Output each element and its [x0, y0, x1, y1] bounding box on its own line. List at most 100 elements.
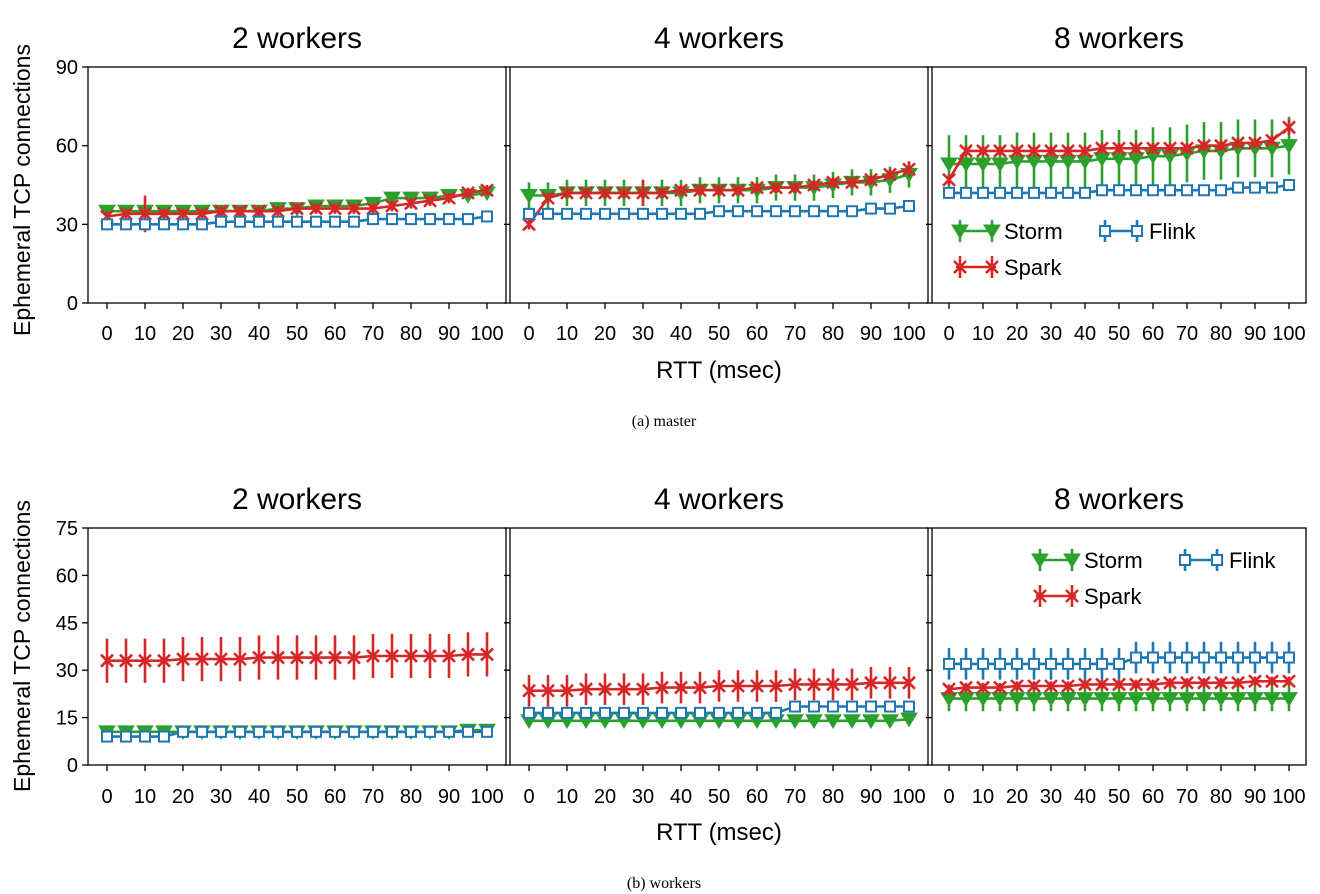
data-point	[864, 172, 878, 187]
data-point	[731, 679, 745, 693]
x-tick-label: 60	[746, 323, 768, 345]
panel-4-workers: 4 workers 0 10 20 30 40 50 60 70 80 90 100	[504, 22, 929, 345]
data-point	[461, 185, 475, 200]
x-tick-label: 40	[248, 786, 270, 808]
data-point	[637, 207, 649, 220]
data-point	[367, 213, 379, 226]
data-point	[674, 183, 688, 198]
legend-marker	[1063, 553, 1081, 569]
data-point	[1249, 651, 1261, 664]
data-point	[1078, 143, 1092, 158]
data-point	[957, 157, 975, 173]
data-point	[1044, 143, 1058, 158]
x-tick-label: 50	[708, 323, 730, 345]
data-point	[139, 218, 151, 231]
data-point	[101, 218, 113, 231]
legend-marker	[1099, 225, 1111, 237]
data-point	[883, 167, 897, 182]
legend-marker	[951, 224, 969, 240]
data-point	[656, 207, 668, 220]
panel-title: 2 workers	[232, 22, 362, 55]
data-point	[1130, 184, 1142, 197]
series-flink	[943, 641, 1295, 680]
data-point	[903, 700, 915, 713]
data-point	[347, 201, 361, 216]
data-point	[655, 185, 669, 200]
data-point	[883, 675, 897, 690]
data-point	[1062, 657, 1074, 670]
x-tick-label: 100	[892, 786, 925, 808]
x-tick-label: 70	[362, 323, 384, 345]
data-point	[1231, 136, 1245, 150]
data-point	[120, 218, 132, 231]
chart-row-master: Ephemeral TCP connections 2 workers 0 30 60 9…	[9, 22, 1307, 430]
data-point	[1215, 184, 1227, 197]
x-tick-label: 60	[324, 323, 346, 345]
data-point	[712, 183, 726, 198]
data-point	[1028, 657, 1040, 670]
data-point	[291, 725, 303, 738]
data-point	[1042, 692, 1060, 707]
data-point	[196, 725, 208, 738]
data-point	[1113, 184, 1125, 197]
x-tick-label: 80	[822, 786, 844, 808]
data-point	[195, 206, 209, 221]
y-tick-label: 45	[56, 613, 78, 635]
data-point	[845, 677, 859, 692]
x-axis-label: RTT (msec)	[656, 357, 782, 384]
data-point	[674, 680, 688, 695]
data-point	[290, 201, 304, 216]
data-point	[977, 657, 989, 670]
legend: Storm Flink Spark	[1031, 548, 1276, 609]
data-point	[976, 143, 990, 158]
x-tick-label: 90	[1244, 323, 1266, 345]
data-point	[713, 706, 725, 719]
data-point	[366, 201, 380, 216]
data-point	[1147, 651, 1159, 664]
data-point	[386, 213, 398, 226]
legend-marker	[1065, 589, 1079, 603]
x-tick-label: 20	[1006, 786, 1028, 808]
data-point	[1010, 679, 1024, 693]
data-point	[1095, 677, 1109, 692]
data-point	[522, 217, 536, 232]
series-spark	[100, 183, 494, 233]
data-point	[196, 218, 208, 231]
data-point	[845, 175, 859, 190]
data-point	[309, 650, 323, 665]
data-point	[1076, 692, 1094, 707]
x-tick-label: 10	[556, 786, 578, 808]
data-point	[694, 207, 706, 220]
data-point	[1079, 657, 1091, 670]
data-point	[1283, 651, 1295, 664]
data-point	[309, 201, 323, 216]
data-point	[1110, 692, 1128, 707]
data-point	[424, 725, 436, 738]
series-flink	[523, 700, 915, 719]
data-point	[976, 680, 990, 695]
x-tick-label: 30	[1040, 786, 1062, 808]
panel-2-workers: 2 workers 0 15 30 45 60 75 0 10 20 30 40 50 60 70 80 90 1…	[56, 483, 507, 808]
data-point	[824, 714, 842, 729]
data-point	[1249, 181, 1261, 194]
data-point	[443, 213, 455, 226]
data-point	[481, 725, 493, 738]
data-point	[618, 207, 630, 220]
data-point	[618, 706, 630, 719]
data-point	[404, 196, 418, 211]
data-point	[1061, 679, 1075, 693]
data-point	[271, 650, 285, 665]
data-point	[977, 186, 989, 199]
y-axis-label: Ephemeral TCP connections	[9, 44, 35, 336]
data-point	[1096, 657, 1108, 670]
data-point	[884, 202, 896, 215]
data-point	[1214, 138, 1228, 153]
y-tick-label: 90	[56, 57, 78, 79]
data-point	[157, 206, 171, 221]
data-point	[329, 215, 341, 228]
x-tick-label: 20	[1006, 323, 1028, 345]
data-point	[751, 205, 763, 218]
data-point	[580, 706, 592, 719]
data-point	[138, 206, 152, 221]
series-spark	[942, 119, 1296, 187]
